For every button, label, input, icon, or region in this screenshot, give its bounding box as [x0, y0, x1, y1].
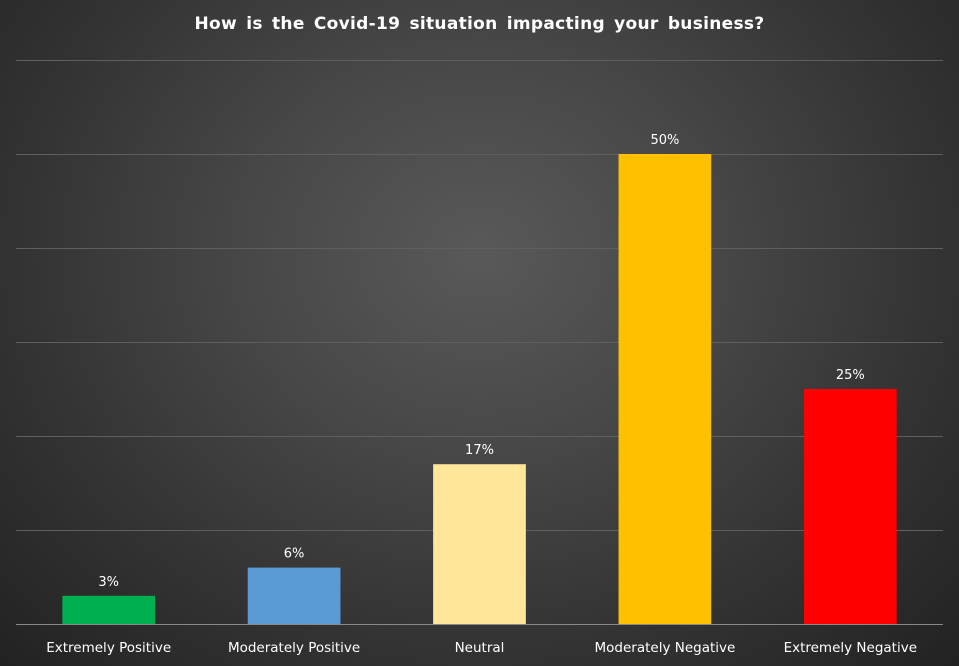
x-tick-label-3: Moderately Negative: [594, 640, 735, 656]
data-label-4: 25%: [836, 368, 865, 383]
x-tick-label-1: Moderately Positive: [228, 640, 360, 656]
bar-3: [618, 154, 712, 624]
data-label-2: 17%: [465, 443, 494, 458]
bar-2: [433, 464, 526, 624]
bar-4: [803, 389, 897, 624]
bars: [62, 154, 897, 624]
bar-1: [247, 567, 341, 624]
x-tick-labels: Extremely Positive Moderately Positive Neu…: [46, 640, 917, 656]
data-label-1: 6%: [284, 547, 305, 562]
data-labels: 3% 6% 17% 50% 25%: [98, 133, 864, 590]
x-tick-label-2: Neutral: [455, 640, 505, 656]
x-tick-label-4: Extremely Negative: [784, 640, 917, 656]
bar-0: [62, 595, 156, 624]
x-tick-label-0: Extremely Positive: [46, 640, 171, 656]
data-label-0: 3%: [98, 575, 119, 590]
data-label-3: 50%: [650, 133, 679, 148]
chart-title: How is the Covid-19 situation impacting …: [194, 14, 765, 34]
